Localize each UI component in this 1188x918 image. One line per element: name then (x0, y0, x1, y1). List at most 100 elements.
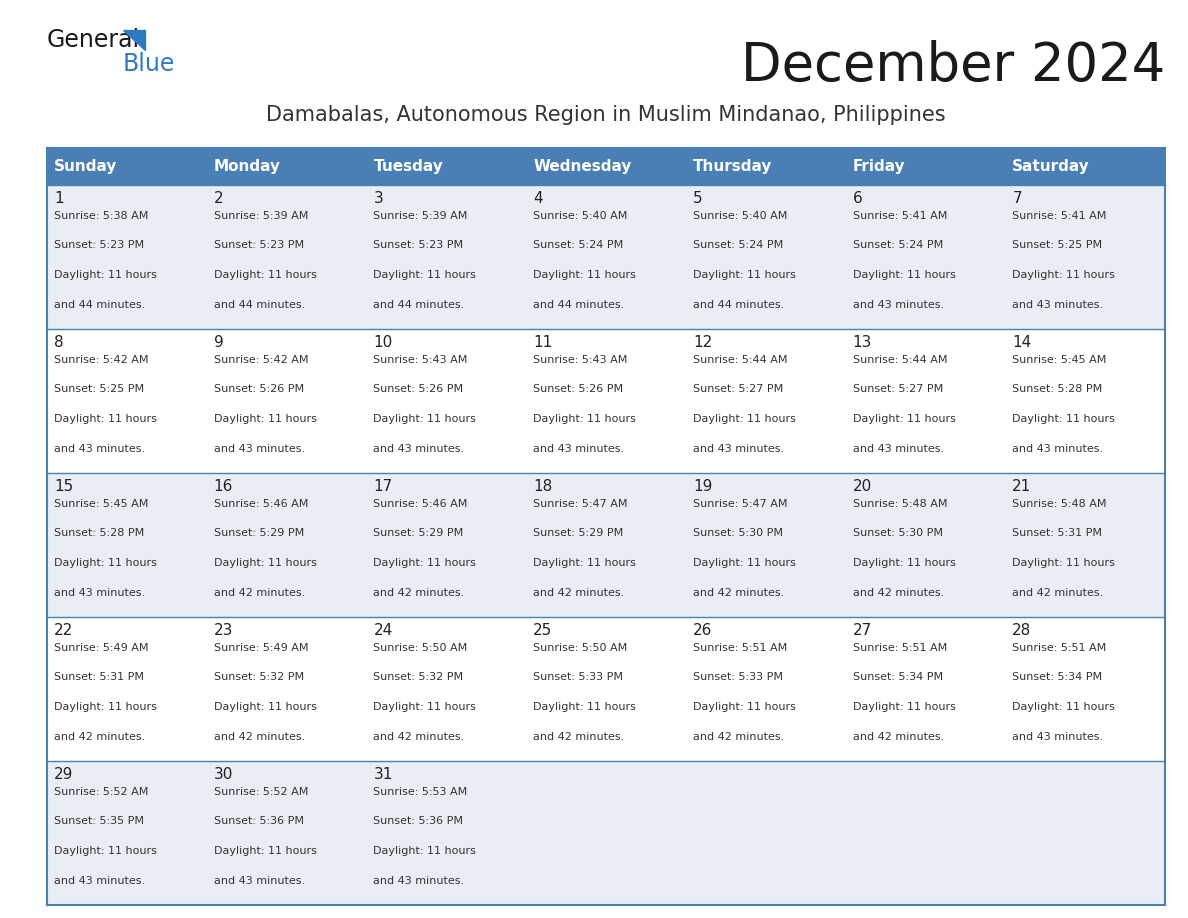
Text: Sunday: Sunday (53, 159, 118, 174)
Text: Sunset: 5:36 PM: Sunset: 5:36 PM (214, 816, 304, 826)
Text: and 42 minutes.: and 42 minutes. (214, 732, 305, 742)
Text: Daylight: 11 hours: Daylight: 11 hours (533, 702, 636, 712)
Text: Sunrise: 5:51 AM: Sunrise: 5:51 AM (853, 643, 947, 653)
Bar (48, 185, 1165, 329)
Text: Sunset: 5:29 PM: Sunset: 5:29 PM (214, 529, 304, 539)
Text: and 43 minutes.: and 43 minutes. (373, 443, 465, 453)
Text: Sunset: 5:28 PM: Sunset: 5:28 PM (53, 529, 144, 539)
Text: 30: 30 (214, 767, 233, 782)
Text: and 44 minutes.: and 44 minutes. (53, 299, 145, 309)
Text: Sunset: 5:24 PM: Sunset: 5:24 PM (693, 241, 783, 251)
Text: and 43 minutes.: and 43 minutes. (1012, 732, 1104, 742)
Text: Daylight: 11 hours: Daylight: 11 hours (693, 702, 796, 712)
Text: Sunset: 5:26 PM: Sunset: 5:26 PM (533, 385, 624, 395)
Text: and 42 minutes.: and 42 minutes. (373, 732, 465, 742)
Text: 6: 6 (853, 191, 862, 206)
Text: Daylight: 11 hours: Daylight: 11 hours (53, 846, 157, 856)
Text: and 42 minutes.: and 42 minutes. (1012, 588, 1104, 598)
Text: 20: 20 (853, 479, 872, 494)
Bar (48, 761, 1165, 905)
Text: Daylight: 11 hours: Daylight: 11 hours (693, 558, 796, 568)
Text: and 43 minutes.: and 43 minutes. (53, 443, 145, 453)
Text: and 43 minutes.: and 43 minutes. (693, 443, 784, 453)
Text: and 44 minutes.: and 44 minutes. (214, 299, 305, 309)
Text: 16: 16 (214, 479, 233, 494)
Text: 29: 29 (53, 767, 74, 782)
Text: and 43 minutes.: and 43 minutes. (373, 876, 465, 886)
Text: and 43 minutes.: and 43 minutes. (533, 443, 624, 453)
Text: Sunset: 5:27 PM: Sunset: 5:27 PM (853, 385, 943, 395)
Text: Sunrise: 5:48 AM: Sunrise: 5:48 AM (1012, 499, 1107, 509)
Text: and 43 minutes.: and 43 minutes. (1012, 443, 1104, 453)
Text: Sunrise: 5:41 AM: Sunrise: 5:41 AM (853, 211, 947, 221)
Text: and 43 minutes.: and 43 minutes. (1012, 299, 1104, 309)
Text: 15: 15 (53, 479, 74, 494)
Text: 11: 11 (533, 335, 552, 350)
Text: and 43 minutes.: and 43 minutes. (214, 443, 305, 453)
Text: 4: 4 (533, 191, 543, 206)
Text: 25: 25 (533, 623, 552, 638)
Text: Daylight: 11 hours: Daylight: 11 hours (373, 558, 476, 568)
Text: Sunrise: 5:43 AM: Sunrise: 5:43 AM (373, 355, 468, 365)
Text: Sunrise: 5:40 AM: Sunrise: 5:40 AM (693, 211, 788, 221)
Text: Sunrise: 5:52 AM: Sunrise: 5:52 AM (53, 787, 148, 797)
Text: Monday: Monday (214, 159, 280, 174)
Text: Sunrise: 5:51 AM: Sunrise: 5:51 AM (1012, 643, 1106, 653)
Text: Sunrise: 5:43 AM: Sunrise: 5:43 AM (533, 355, 627, 365)
Text: Sunrise: 5:44 AM: Sunrise: 5:44 AM (693, 355, 788, 365)
Text: Sunset: 5:23 PM: Sunset: 5:23 PM (53, 241, 144, 251)
Text: Sunset: 5:36 PM: Sunset: 5:36 PM (373, 816, 463, 826)
Text: Sunrise: 5:42 AM: Sunrise: 5:42 AM (53, 355, 148, 365)
Text: Sunrise: 5:50 AM: Sunrise: 5:50 AM (533, 643, 627, 653)
Text: Sunset: 5:29 PM: Sunset: 5:29 PM (533, 529, 624, 539)
Text: Sunrise: 5:38 AM: Sunrise: 5:38 AM (53, 211, 148, 221)
Text: Sunset: 5:24 PM: Sunset: 5:24 PM (533, 241, 624, 251)
Bar (48, 329, 1165, 473)
Text: and 43 minutes.: and 43 minutes. (853, 299, 943, 309)
Text: Sunrise: 5:51 AM: Sunrise: 5:51 AM (693, 643, 788, 653)
Bar (48, 148, 1165, 185)
Text: 5: 5 (693, 191, 702, 206)
Text: Sunset: 5:28 PM: Sunset: 5:28 PM (1012, 385, 1102, 395)
Text: Daylight: 11 hours: Daylight: 11 hours (373, 270, 476, 280)
Text: Sunrise: 5:46 AM: Sunrise: 5:46 AM (214, 499, 308, 509)
Text: Sunset: 5:23 PM: Sunset: 5:23 PM (373, 241, 463, 251)
Text: Daylight: 11 hours: Daylight: 11 hours (373, 702, 476, 712)
Text: Daylight: 11 hours: Daylight: 11 hours (373, 414, 476, 424)
Text: Friday: Friday (853, 159, 905, 174)
Text: Sunrise: 5:40 AM: Sunrise: 5:40 AM (533, 211, 627, 221)
Text: and 42 minutes.: and 42 minutes. (214, 588, 305, 598)
Polygon shape (124, 30, 145, 50)
Text: 12: 12 (693, 335, 712, 350)
Text: and 43 minutes.: and 43 minutes. (853, 443, 943, 453)
Text: Tuesday: Tuesday (373, 159, 443, 174)
Text: Sunrise: 5:49 AM: Sunrise: 5:49 AM (53, 643, 148, 653)
Text: Daylight: 11 hours: Daylight: 11 hours (1012, 414, 1116, 424)
Text: December 2024: December 2024 (741, 40, 1165, 92)
Text: 26: 26 (693, 623, 713, 638)
Text: Sunrise: 5:39 AM: Sunrise: 5:39 AM (214, 211, 308, 221)
Text: Sunrise: 5:45 AM: Sunrise: 5:45 AM (53, 499, 148, 509)
Text: Daylight: 11 hours: Daylight: 11 hours (1012, 702, 1116, 712)
Text: 31: 31 (373, 767, 393, 782)
Text: Sunrise: 5:41 AM: Sunrise: 5:41 AM (1012, 211, 1107, 221)
Text: 13: 13 (853, 335, 872, 350)
Text: Sunrise: 5:50 AM: Sunrise: 5:50 AM (373, 643, 468, 653)
Text: Daylight: 11 hours: Daylight: 11 hours (1012, 558, 1116, 568)
Text: Sunset: 5:27 PM: Sunset: 5:27 PM (693, 385, 783, 395)
Text: Daylight: 11 hours: Daylight: 11 hours (853, 558, 955, 568)
Text: and 42 minutes.: and 42 minutes. (853, 732, 943, 742)
Text: Sunset: 5:35 PM: Sunset: 5:35 PM (53, 816, 144, 826)
Text: 8: 8 (53, 335, 64, 350)
Text: Sunset: 5:30 PM: Sunset: 5:30 PM (853, 529, 942, 539)
Bar (48, 617, 1165, 761)
Text: 10: 10 (373, 335, 393, 350)
Text: Thursday: Thursday (693, 159, 772, 174)
Text: 22: 22 (53, 623, 74, 638)
Text: and 42 minutes.: and 42 minutes. (533, 732, 625, 742)
Text: Sunrise: 5:48 AM: Sunrise: 5:48 AM (853, 499, 947, 509)
Text: Daylight: 11 hours: Daylight: 11 hours (214, 414, 316, 424)
Text: Sunset: 5:32 PM: Sunset: 5:32 PM (373, 673, 463, 682)
Text: Sunrise: 5:44 AM: Sunrise: 5:44 AM (853, 355, 947, 365)
Text: 18: 18 (533, 479, 552, 494)
